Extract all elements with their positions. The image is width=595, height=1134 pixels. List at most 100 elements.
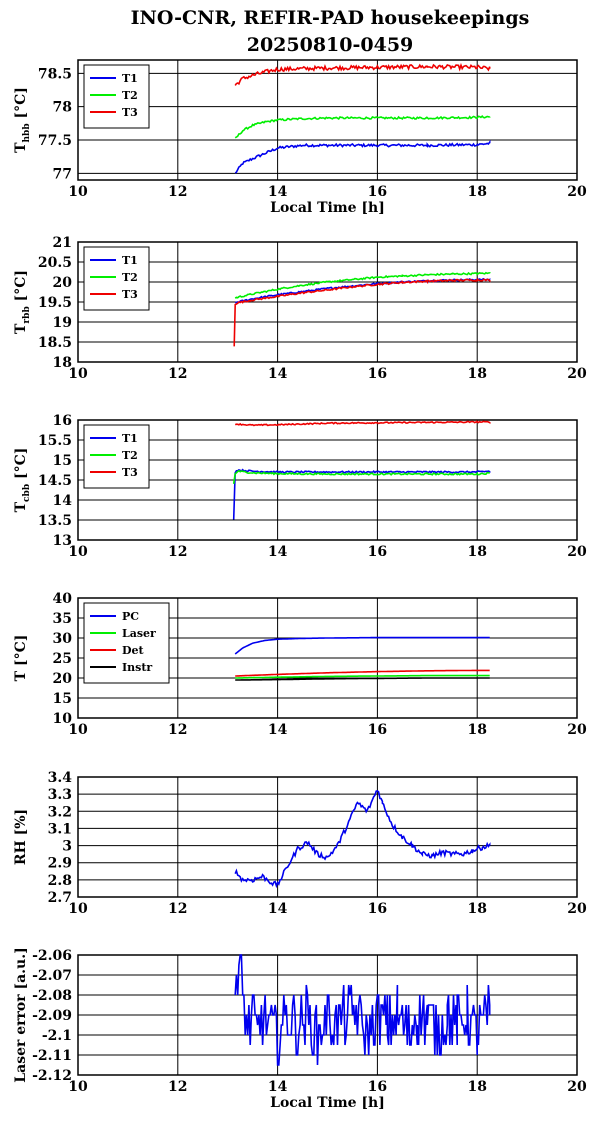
series-line-t3 — [234, 420, 491, 427]
plot-frame — [77, 954, 578, 1076]
y-tick-label: 3.1 — [48, 821, 72, 837]
y-tick-label: 15 — [53, 453, 72, 469]
y-tick-label: 14.5 — [38, 473, 72, 489]
y-tick-label: 15 — [53, 691, 72, 707]
x-tick-label: 20 — [567, 184, 587, 200]
x-tick-label: 18 — [467, 544, 486, 560]
x-tick-label: 12 — [168, 366, 187, 382]
y-tick-label: 21 — [53, 235, 72, 251]
x-tick-label: 18 — [467, 901, 486, 917]
x-tick-label: 18 — [467, 1079, 486, 1095]
legend-label: T1 — [122, 72, 138, 85]
y-tick-label: -2.12 — [32, 1068, 72, 1084]
series-line-t3 — [234, 62, 491, 86]
y-tick-label: 35 — [53, 611, 72, 627]
legend-label: PC — [122, 610, 139, 623]
legend-box — [83, 64, 150, 129]
y-tick-label: -2.08 — [32, 988, 72, 1004]
legend-box — [83, 424, 150, 489]
y-tick-label: 15.5 — [38, 433, 72, 449]
y-tick-label: 19.5 — [38, 295, 72, 311]
y-axis-label: RH [%] — [13, 809, 29, 865]
y-tick-label: 77 — [53, 166, 72, 182]
plot-frame — [77, 776, 578, 898]
x-tick-label: 20 — [567, 1079, 587, 1095]
x-axis-label: Local Time [h] — [270, 1095, 385, 1111]
y-tick-label: 20.5 — [38, 255, 72, 271]
y-axis-label: Laser error [a.u.] — [13, 947, 29, 1082]
legend-label: Laser — [122, 627, 156, 640]
x-tick-label: 12 — [168, 184, 187, 200]
x-tick-label: 14 — [268, 722, 288, 738]
x-tick-label: 10 — [68, 722, 88, 738]
series-line-instr — [235, 677, 490, 681]
plot-frame — [77, 419, 578, 541]
legend-label: T3 — [122, 288, 138, 301]
legend-label: T1 — [122, 432, 138, 445]
legend-label: Instr — [122, 661, 152, 674]
x-tick-label: 18 — [467, 184, 486, 200]
y-tick-label: 3.2 — [48, 804, 72, 820]
legend-label: T2 — [122, 271, 138, 284]
figure-title-line1: INO-CNR, REFIR-PAD housekeepings — [131, 7, 530, 29]
y-tick-label: 78 — [53, 100, 72, 116]
y-tick-label: 19 — [53, 315, 72, 331]
y-tick-label: 78.5 — [38, 66, 72, 82]
panel-6: -2.12 -2.11 -2.1 -2.09 -2.08 -2.07 -2.06 10 12 14… — [13, 947, 587, 1111]
plot-frame — [77, 597, 578, 719]
y-tick-label: 13.5 — [38, 513, 72, 529]
series-line-t1 — [232, 468, 491, 520]
y-tick-label: 2.8 — [48, 873, 72, 889]
panel-3: 13 13.5 14 14.5 15 15.5 16 10 12 14 16 18 20 Tcbb [°C… — [13, 413, 587, 560]
series-line-t1 — [234, 139, 491, 174]
y-tick-label: 18 — [53, 355, 72, 371]
y-tick-label: 40 — [53, 591, 73, 607]
y-tick-label: -2.11 — [32, 1048, 72, 1064]
y-tick-label: 25 — [53, 651, 72, 667]
x-tick-label: 14 — [268, 184, 288, 200]
y-axis-label: Trbb [°C] — [13, 270, 32, 334]
y-tick-label: 20 — [53, 671, 73, 687]
plot-frame — [77, 59, 578, 181]
x-tick-label: 20 — [567, 544, 587, 560]
x-tick-label: 12 — [168, 1079, 187, 1095]
legend-label: T2 — [122, 449, 138, 462]
x-tick-label: 14 — [268, 1079, 288, 1095]
x-tick-label: 16 — [368, 366, 387, 382]
y-axis-label: Tcbb [°C] — [13, 448, 32, 513]
legend: T1 T2 T3 — [83, 246, 150, 311]
legend-label: T3 — [122, 466, 138, 479]
y-tick-label: 2.9 — [48, 856, 72, 872]
series-line-t3 — [233, 277, 491, 347]
y-tick-label: -2.06 — [32, 948, 72, 964]
x-tick-label: 20 — [567, 722, 587, 738]
y-tick-label: 3.4 — [48, 770, 73, 786]
panel-4: 10 15 20 25 30 35 40 10 12 14 16 18 20 T [°C] PC Laser D… — [13, 591, 587, 738]
x-tick-label: 12 — [168, 722, 187, 738]
figure-title-line2: 20250810-0459 — [247, 34, 414, 56]
y-tick-label: -2.07 — [32, 968, 72, 984]
plot-frame — [77, 241, 578, 363]
series-line-t2 — [232, 469, 490, 485]
series-line-pc — [234, 636, 490, 655]
y-tick-label: 2.7 — [48, 890, 72, 906]
legend: T1 T2 T3 — [83, 424, 150, 489]
x-tick-label: 16 — [368, 722, 387, 738]
x-tick-label: 10 — [68, 901, 88, 917]
legend-label: T3 — [122, 106, 138, 119]
legend-label: Det — [122, 644, 145, 657]
x-tick-label: 16 — [368, 901, 387, 917]
x-tick-label: 12 — [168, 901, 187, 917]
y-tick-label: 10 — [53, 711, 73, 727]
x-tick-label: 14 — [268, 901, 288, 917]
panel-2: 18 18.5 19 19.5 20 20.5 21 10 12 14 16 18 20 Trbb [°C… — [13, 235, 587, 382]
y-tick-label: 30 — [53, 631, 73, 647]
legend: PC Laser Det Instr — [83, 602, 170, 684]
y-axis-label: T [°C] — [13, 635, 29, 682]
legend: T1 T2 T3 — [83, 64, 150, 129]
panel-5: 2.72.82.93 3.13.23.33.4 10 12 14 16 18 20 RH [%] — [13, 770, 587, 917]
series-line-t2 — [234, 114, 491, 139]
panel-1: 77 77.5 78 78.5 10 12 14 16 18 20 Thbb [°C] Local T… — [13, 59, 587, 216]
legend-label: T1 — [122, 254, 138, 267]
